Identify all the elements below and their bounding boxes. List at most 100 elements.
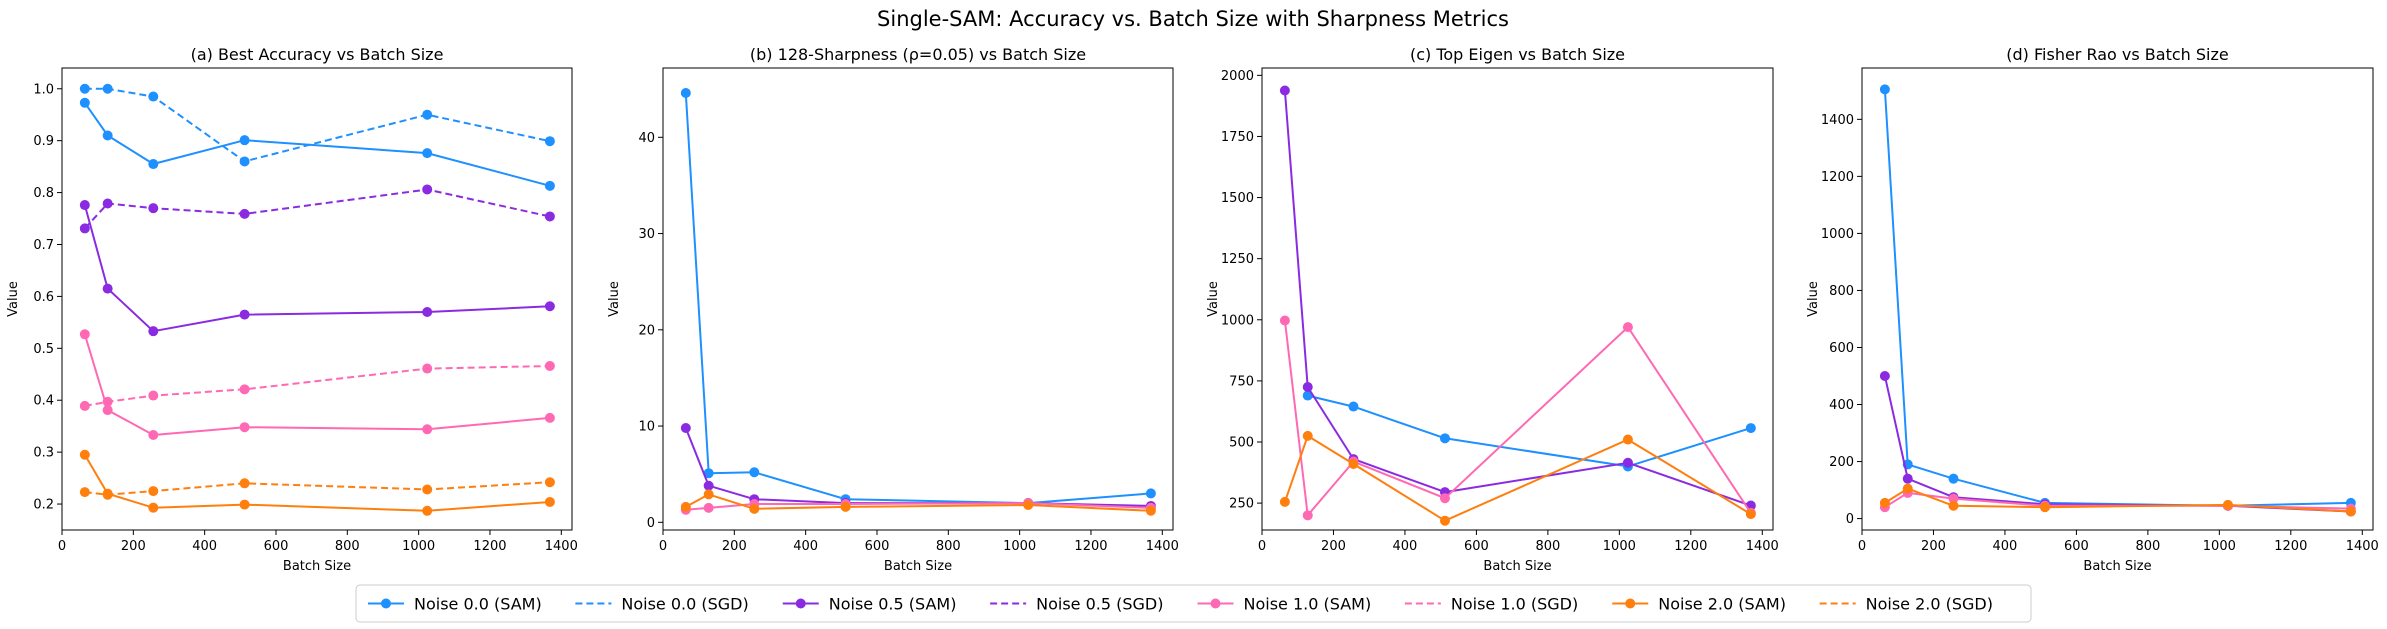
- series-group: [79, 83, 555, 516]
- x-tick-label: 800: [2135, 539, 2160, 554]
- data-point: [239, 208, 250, 219]
- data-point: [1879, 84, 1890, 95]
- data-point: [544, 496, 555, 507]
- x-tick-label: 0: [1858, 539, 1866, 554]
- data-point: [79, 83, 90, 94]
- data-point: [422, 109, 433, 120]
- legend-frame: [355, 584, 2032, 623]
- legend-label: Noise 0.5 (SGD): [1036, 595, 1163, 614]
- data-point: [1879, 371, 1890, 381]
- data-point: [544, 412, 555, 423]
- data-point: [1302, 430, 1313, 441]
- legend-entry: Noise 0.5 (SAM): [782, 595, 956, 614]
- y-tick-label: 0.2: [33, 498, 54, 513]
- legend-marker: [1625, 598, 1636, 609]
- x-tick-label: 400: [1993, 539, 2018, 554]
- x-tick-label: 200: [722, 539, 747, 554]
- data-point: [422, 484, 433, 495]
- figure-suptitle: Single-SAM: Accuracy vs. Batch Size with…: [877, 7, 1509, 31]
- subplot-panels: 0 200 400 600 800 1000 1200 14000.20.30.40.50.6…: [6, 45, 2379, 574]
- data-point: [1902, 473, 1913, 484]
- data-point: [102, 283, 113, 294]
- data-point: [1279, 315, 1290, 326]
- data-point: [1302, 382, 1313, 392]
- y-tick-label: 30: [638, 227, 655, 242]
- data-point: [1439, 433, 1450, 444]
- x-tick-label: 200: [1321, 539, 1346, 554]
- x-tick-label: 400: [1393, 539, 1418, 554]
- x-tick-label: 800: [335, 539, 360, 554]
- data-point: [1745, 423, 1756, 434]
- x-tick-label: 1200: [1074, 539, 1107, 554]
- data-point: [102, 198, 113, 209]
- data-point: [544, 360, 555, 371]
- data-point: [79, 449, 90, 460]
- data-point: [79, 487, 90, 498]
- legend-marker: [795, 598, 806, 609]
- subplot-3: 0 200 400 600 800 1000 1200 1400 250 500 750 1000 12…: [1206, 45, 1779, 574]
- data-point: [422, 363, 433, 374]
- data-point: [1302, 510, 1313, 521]
- y-tick-label: 800: [1829, 284, 1854, 299]
- data-point: [749, 503, 760, 514]
- y-tick-label: 1000: [1221, 313, 1254, 328]
- legend-entry: Noise 2.0 (SGD): [1819, 595, 1993, 614]
- x-axis-label: Batch Size: [1483, 559, 1551, 574]
- y-tick-label: 1400: [1821, 113, 1854, 128]
- y-tick-label: 20: [638, 323, 655, 338]
- data-point: [102, 489, 113, 500]
- x-tick-label: 1000: [1603, 539, 1636, 554]
- series-line: [84, 481, 550, 496]
- series-line: [83, 204, 550, 333]
- x-tick-label: 600: [865, 539, 890, 554]
- x-tick-label: 800: [1535, 539, 1560, 554]
- data-point: [840, 501, 851, 512]
- y-tick-label: 200: [1829, 455, 1854, 470]
- series-group: [1279, 85, 1756, 526]
- series-line: [84, 87, 551, 163]
- data-point: [1279, 496, 1290, 507]
- axes-frame: [1261, 67, 1774, 531]
- data-point: [1622, 457, 1633, 468]
- data-point: [148, 502, 159, 513]
- data-point: [239, 309, 250, 320]
- data-point: [148, 430, 159, 441]
- data-point: [102, 130, 113, 141]
- data-point: [102, 396, 113, 407]
- x-tick-label: 400: [793, 539, 818, 554]
- y-tick-label: 0.8: [33, 186, 54, 201]
- axes-frame: [61, 67, 573, 531]
- x-tick-label: 1200: [2274, 539, 2307, 554]
- y-tick-label: 500: [1229, 436, 1254, 451]
- series-line: [684, 92, 1151, 505]
- data-point: [2345, 506, 2356, 517]
- data-point: [680, 501, 691, 512]
- x-axis-label: Batch Size: [2083, 559, 2151, 574]
- data-point: [1622, 434, 1633, 445]
- y-tick-label: 750: [1229, 374, 1254, 389]
- data-point: [102, 405, 113, 416]
- data-point: [1145, 505, 1156, 516]
- y-tick-label: 0: [647, 516, 655, 531]
- data-point: [544, 477, 555, 488]
- legend-label: Noise 0.0 (SAM): [414, 595, 542, 614]
- series-group: [1879, 84, 2356, 517]
- axes-frame: [1861, 67, 2374, 531]
- x-tick-label: 600: [2064, 539, 2089, 554]
- y-tick-label: 1200: [1821, 170, 1854, 185]
- data-point: [79, 200, 90, 211]
- data-point: [703, 502, 714, 513]
- data-point: [102, 83, 113, 94]
- x-tick-label: 1000: [1003, 539, 1036, 554]
- data-point: [1023, 499, 1034, 510]
- data-point: [1948, 473, 1959, 484]
- series-group: [680, 88, 1156, 516]
- data-point: [544, 301, 555, 312]
- data-point: [148, 486, 159, 497]
- data-point: [148, 203, 159, 214]
- legend-label: Noise 0.0 (SGD): [621, 595, 748, 614]
- data-point: [422, 306, 433, 317]
- data-point: [239, 422, 250, 433]
- legend-entry: Noise 1.0 (SAM): [1197, 595, 1371, 614]
- legend-entry: Noise 0.0 (SGD): [575, 595, 749, 614]
